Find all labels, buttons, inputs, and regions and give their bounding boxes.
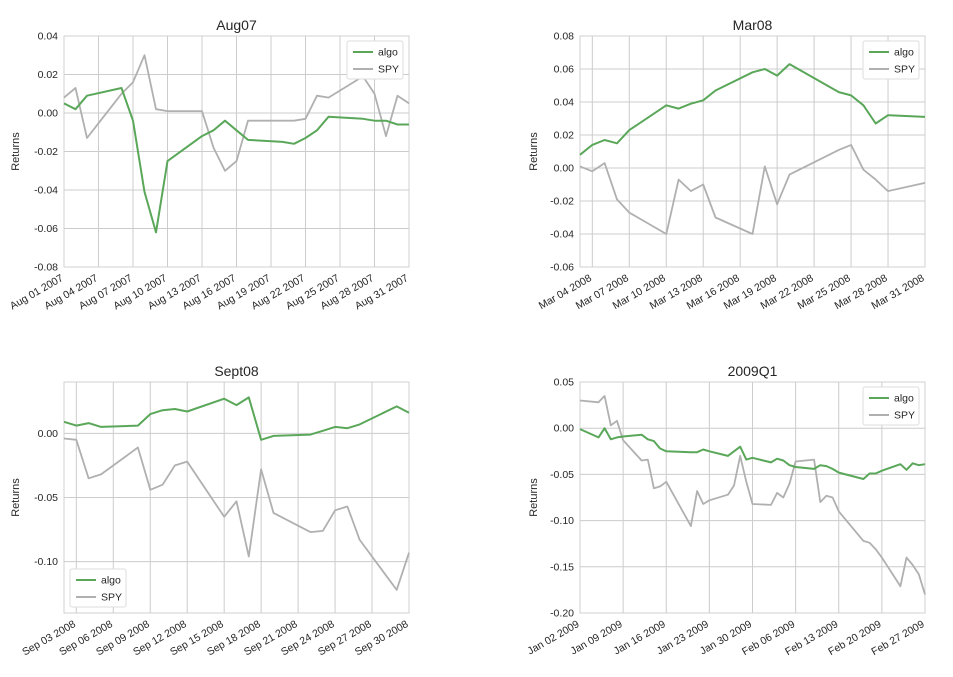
series-line-algo [63,87,409,234]
series-line-algo [579,427,926,480]
legend-label-algo: algo [894,393,914,405]
series-line-spy [579,394,926,595]
y-tick-label: -0.04 [34,185,58,197]
y-tick-label: 0.00 [38,108,59,120]
y-tick-label: -0.06 [34,223,58,235]
legend-label-spy: SPY [378,64,399,76]
y-tick-label: -0.04 [550,229,574,241]
y-tick-label: -0.05 [550,469,574,481]
y-tick-label: -0.10 [550,515,574,527]
legend-label-spy: SPY [894,410,915,422]
y-tick-label: 0.08 [554,31,575,43]
legend-label-algo: algo [378,47,398,59]
y-tick-label: -0.02 [34,146,58,158]
chart-title: 2009Q1 [728,363,778,379]
y-tick-label: 0.02 [554,130,575,142]
legend: algo SPY [862,40,920,80]
legend-label-spy: SPY [101,592,122,604]
y-tick-label: 0.05 [554,377,575,389]
y-tick-label: 0.02 [38,69,59,81]
plot-frame [579,35,926,268]
y-tick-label: -0.15 [550,561,574,573]
y-tick-label: 0.04 [38,31,59,43]
y-tick-label: -0.08 [34,262,58,274]
series-line-spy [63,54,410,172]
y-axis-label: Returns [10,132,22,171]
y-tick-label: -0.02 [550,196,574,208]
y-axis-label: Returns [10,478,22,517]
series-line-algo [579,63,926,156]
chart-title: Mar08 [733,17,773,33]
y-tick-label: -0.10 [34,556,58,568]
y-tick-label: 0.00 [38,428,59,440]
legend: algo SPY [346,40,404,80]
plot-frame [63,381,410,614]
y-tick-label: -0.20 [550,608,574,620]
y-tick-label: 0.00 [554,163,575,175]
y-tick-label: -0.06 [550,262,574,274]
legend-label-spy: SPY [894,64,915,76]
y-tick-label: 0.06 [554,64,575,76]
plot-frame [579,381,926,614]
series-line-spy [63,437,410,591]
legend: algo SPY [69,568,127,608]
plot-frame [63,35,410,268]
y-tick-label: -0.05 [34,492,58,504]
legend: algo SPY [862,386,920,426]
legend-label-algo: algo [894,47,914,59]
chart-title: Sept08 [214,363,259,379]
y-tick-label: 0.04 [554,97,575,109]
y-axis-label: Returns [528,132,540,171]
chart-title: Aug07 [216,17,257,33]
series-line-algo [63,396,410,441]
y-axis-label: Returns [528,478,540,517]
legend-label-algo: algo [101,575,121,587]
series-line-spy [579,143,926,235]
y-tick-label: 0.00 [554,423,575,435]
